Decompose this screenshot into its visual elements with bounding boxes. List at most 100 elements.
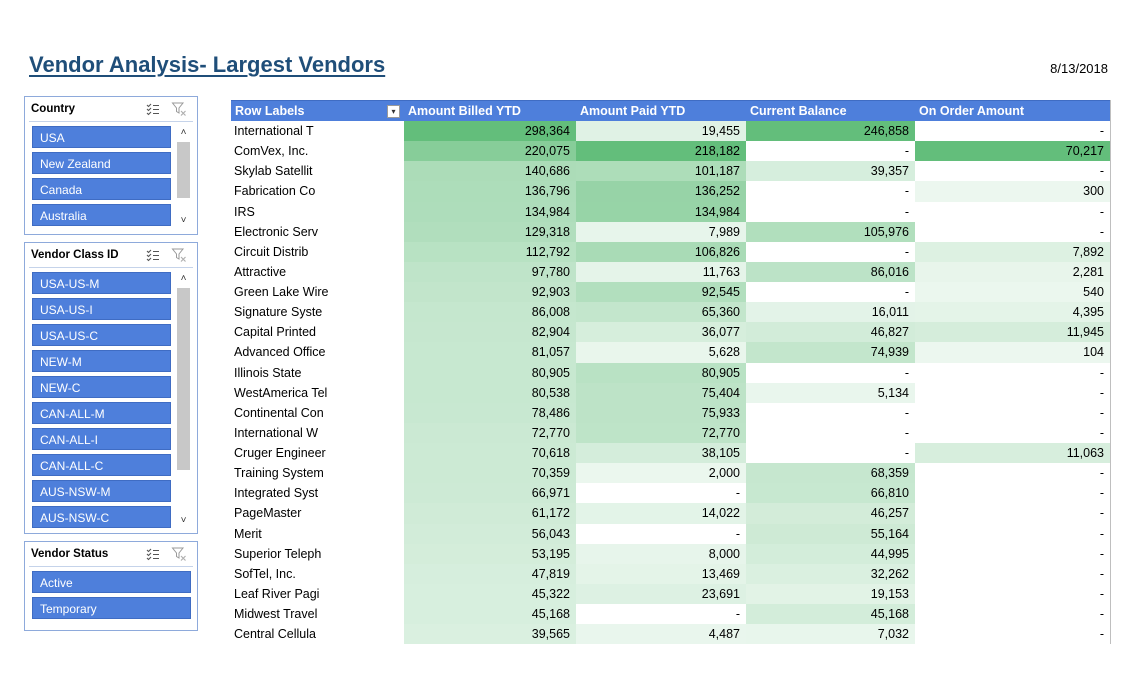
row-label[interactable]: PageMaster [234, 506, 302, 521]
slicer-item-vendor-class[interactable]: NEW-M [32, 350, 171, 372]
cell-current-balance[interactable]: 19,153 [746, 583, 915, 604]
cell-amount-paid[interactable]: 65,360 [576, 302, 746, 323]
cell-amount-paid[interactable]: 23,691 [576, 583, 746, 604]
cell-on-order[interactable]: 104 [915, 342, 1110, 363]
row-label[interactable]: ComVex, Inc. [234, 144, 309, 159]
row-label[interactable]: WestAmerica Tel [234, 385, 328, 400]
cell-on-order[interactable]: - [1099, 526, 1104, 541]
cell-on-order[interactable]: - [1099, 124, 1104, 139]
clear-filter-icon[interactable] [171, 101, 187, 117]
slicer-scrollbar[interactable]: ˄ ˅ [176, 126, 191, 228]
row-label[interactable]: Midwest Travel [234, 607, 318, 622]
cell-amount-paid[interactable]: 36,077 [576, 322, 746, 343]
cell-current-balance[interactable]: 246,858 [746, 121, 915, 142]
cell-current-balance[interactable]: 32,262 [746, 563, 915, 584]
cell-on-order[interactable]: 70,217 [915, 141, 1110, 162]
cell-current-balance[interactable]: 86,016 [746, 261, 915, 282]
row-label[interactable]: Circuit Distrib [234, 244, 309, 259]
slicer-item-vendor-status[interactable]: Temporary [32, 597, 191, 619]
scroll-thumb[interactable] [177, 142, 190, 198]
cell-amount-billed[interactable]: 70,359 [404, 463, 576, 484]
cell-amount-billed[interactable]: 70,618 [404, 443, 576, 464]
row-label[interactable]: Merit [234, 526, 262, 541]
row-label[interactable]: Integrated Syst [234, 486, 319, 501]
cell-on-order[interactable]: - [1099, 204, 1104, 219]
cell-amount-billed[interactable]: 220,075 [404, 141, 576, 162]
cell-current-balance[interactable]: 55,164 [746, 523, 915, 544]
cell-current-balance[interactable]: 46,257 [746, 503, 915, 524]
column-header-row-labels[interactable]: Row Labels ▾ [231, 100, 404, 121]
row-label[interactable]: International W [234, 425, 319, 440]
column-header-amount-paid[interactable]: Amount Paid YTD [576, 100, 746, 121]
cell-amount-paid[interactable]: 13,469 [576, 563, 746, 584]
cell-amount-paid[interactable]: 106,826 [576, 241, 746, 262]
row-label[interactable]: SofTel, Inc. [234, 566, 296, 581]
cell-amount-billed[interactable]: 78,486 [404, 402, 576, 423]
cell-amount-paid[interactable]: 101,187 [576, 161, 746, 182]
cell-amount-paid[interactable]: 136,252 [576, 181, 746, 202]
cell-on-order[interactable]: - [1099, 566, 1104, 581]
cell-on-order[interactable]: - [1099, 164, 1104, 179]
cell-amount-billed[interactable]: 97,780 [404, 261, 576, 282]
cell-amount-paid[interactable]: 11,763 [576, 261, 746, 282]
slicer-item-vendor-class[interactable]: AUS-NSW-C [32, 506, 171, 528]
cell-amount-billed[interactable]: 53,195 [404, 543, 576, 564]
row-label[interactable]: Electronic Serv [234, 224, 319, 239]
slicer-item-vendor-class[interactable]: CAN-ALL-C [32, 454, 171, 476]
row-label[interactable]: Fabrication Co [234, 184, 316, 199]
row-label[interactable]: Leaf River Pagi [234, 586, 320, 601]
row-label[interactable]: Skylab Satellit [234, 164, 313, 179]
cell-amount-billed[interactable]: 45,322 [404, 583, 576, 604]
cell-current-balance[interactable]: - [904, 405, 909, 420]
cell-amount-paid[interactable]: 2,000 [576, 463, 746, 484]
cell-current-balance[interactable]: 68,359 [746, 463, 915, 484]
cell-on-order[interactable]: 540 [915, 282, 1110, 303]
cell-amount-billed[interactable]: 72,770 [404, 422, 576, 443]
multi-select-icon[interactable] [145, 101, 161, 117]
cell-amount-billed[interactable]: 92,903 [404, 282, 576, 303]
cell-current-balance[interactable]: 74,939 [746, 342, 915, 363]
cell-on-order[interactable]: 11,945 [915, 322, 1110, 343]
cell-amount-billed[interactable]: 39,565 [404, 624, 576, 645]
cell-current-balance[interactable]: 46,827 [746, 322, 915, 343]
cell-current-balance[interactable]: - [904, 425, 909, 440]
cell-on-order[interactable]: - [1099, 546, 1104, 561]
cell-on-order[interactable]: 7,892 [915, 241, 1110, 262]
cell-amount-billed[interactable]: 66,971 [404, 483, 576, 504]
row-label[interactable]: Advanced Office [234, 345, 326, 360]
cell-on-order[interactable]: - [1099, 586, 1104, 601]
cell-amount-paid[interactable]: 19,455 [576, 121, 746, 142]
clear-filter-icon[interactable] [171, 247, 187, 263]
cell-amount-paid[interactable]: 92,545 [576, 282, 746, 303]
slicer-item-country[interactable]: USA [32, 126, 171, 148]
cell-amount-paid[interactable]: 7,989 [576, 221, 746, 242]
cell-amount-paid[interactable]: 75,404 [576, 382, 746, 403]
filter-dropdown-icon[interactable]: ▾ [387, 105, 400, 118]
cell-amount-paid[interactable]: 218,182 [576, 141, 746, 162]
cell-current-balance[interactable]: 39,357 [746, 161, 915, 182]
cell-amount-paid[interactable]: 14,022 [576, 503, 746, 524]
cell-amount-billed[interactable]: 80,538 [404, 382, 576, 403]
slicer-item-country[interactable]: New Zealand [32, 152, 171, 174]
cell-amount-paid[interactable]: - [735, 486, 740, 501]
column-header-amount-billed[interactable]: Amount Billed YTD [404, 100, 576, 121]
cell-amount-billed[interactable]: 61,172 [404, 503, 576, 524]
scroll-thumb[interactable] [177, 288, 190, 470]
row-label[interactable]: International T [234, 124, 314, 139]
cell-on-order[interactable]: - [1099, 405, 1104, 420]
cell-on-order[interactable]: - [1099, 627, 1104, 642]
row-label[interactable]: Signature Syste [234, 305, 323, 320]
cell-amount-billed[interactable]: 129,318 [404, 221, 576, 242]
cell-on-order[interactable]: - [1099, 224, 1104, 239]
row-label[interactable]: Green Lake Wire [234, 285, 329, 300]
cell-on-order[interactable]: - [1099, 365, 1104, 380]
slicer-item-vendor-class[interactable]: NEW-C [32, 376, 171, 398]
multi-select-icon[interactable] [145, 247, 161, 263]
cell-amount-billed[interactable]: 81,057 [404, 342, 576, 363]
cell-amount-paid[interactable]: 38,105 [576, 443, 746, 464]
row-label[interactable]: Illinois State [234, 365, 302, 380]
cell-on-order[interactable]: 300 [915, 181, 1110, 202]
cell-current-balance[interactable]: - [904, 184, 909, 199]
cell-amount-paid[interactable]: - [735, 607, 740, 622]
row-label[interactable]: Continental Con [234, 405, 324, 420]
